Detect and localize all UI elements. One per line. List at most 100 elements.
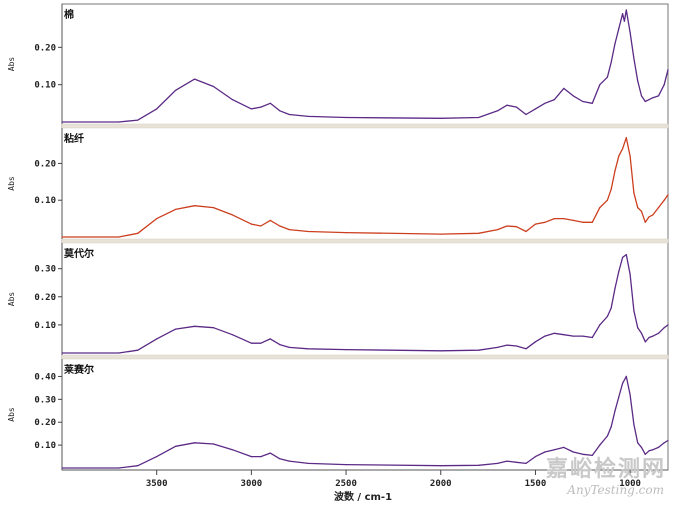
spectrum-point [250, 223, 252, 225]
spectrum-point [440, 465, 442, 467]
spectrum-point [629, 394, 631, 396]
spectrum-point [640, 95, 643, 97]
spectrum-point [640, 332, 643, 334]
spectrum-panel-3: 0.10 0.20 0.30 Abs 莫代尔 [7, 243, 669, 360]
spectrum-point [345, 464, 347, 466]
spectrum-point [175, 208, 177, 210]
spectrum-point [61, 467, 63, 469]
spectrum-point [640, 446, 643, 448]
spectrum-point [623, 20, 626, 22]
spectrum-point [231, 334, 233, 336]
spectrum-point [534, 108, 537, 110]
plot-frame [61, 3, 669, 471]
spectrum-point [288, 229, 290, 231]
y-tick-label: 0.30 [34, 395, 56, 405]
spectrum-point [515, 461, 518, 463]
spectrum-point [534, 341, 537, 343]
spectrum-point [633, 192, 635, 194]
spectrum-point [231, 99, 233, 101]
spectrum-point [269, 338, 271, 340]
y-tick-label: 0.10 [34, 321, 56, 331]
spectrum-point [61, 236, 63, 238]
spectrum-point [250, 456, 252, 458]
spectrum-point [582, 453, 584, 455]
spectrum-point [118, 352, 120, 354]
spectrum-point [657, 446, 660, 448]
spectrum-point [534, 456, 537, 458]
spectrum-point [137, 232, 139, 234]
spectrum-point [572, 451, 574, 453]
spectrum-point [175, 445, 177, 447]
spectrum-point [591, 221, 593, 223]
spectrum-point [644, 341, 646, 343]
spectrum-point [614, 170, 616, 172]
spectrum-point [637, 327, 639, 329]
spectrum-point [644, 100, 646, 103]
spectrum-point [137, 349, 139, 351]
y-tick-label: 0.20 [34, 293, 56, 303]
spectrum-point [525, 230, 527, 233]
spectrum-point [506, 104, 508, 106]
spectrum-point [622, 148, 624, 150]
y-tick-label: 0.40 [34, 372, 56, 382]
spectrum-point [61, 352, 63, 354]
spectrum-point [610, 307, 612, 309]
spectrum-point [657, 332, 660, 334]
spectrum-point [345, 349, 347, 351]
spectrum-point [279, 344, 281, 346]
spectrum-point [497, 346, 499, 348]
spectrum-point [667, 439, 669, 442]
spectrum-point [563, 218, 565, 220]
y-tick-label: 0.20 [34, 159, 56, 169]
spectrum-point [307, 348, 309, 350]
spectrum-line [62, 137, 669, 238]
spectrum-point [652, 449, 654, 451]
spectrum-point [614, 410, 616, 412]
spectrum-point [610, 61, 612, 63]
spectrum-point [553, 449, 556, 451]
spectrum-point [478, 116, 480, 119]
spectrum-point [515, 226, 518, 228]
spectrum-point [525, 113, 527, 116]
spectrum-point [515, 106, 518, 108]
spectrum-point [260, 456, 262, 458]
spectrum-point [622, 256, 624, 258]
spectrum-point [194, 205, 196, 207]
x-axis-label: 波数 / cm-1 [334, 490, 392, 503]
panel-separator [61, 238, 669, 244]
spectrum-point [260, 106, 262, 108]
x-tick-label: 3000 [241, 479, 263, 489]
spectrum-point [633, 423, 635, 426]
spectrum-point [269, 102, 271, 104]
spectrum-point [663, 442, 665, 444]
panel-separator [61, 354, 669, 360]
spectrum-point [61, 121, 63, 123]
y-tick-label: 0.10 [34, 441, 56, 451]
spectrum-point [156, 338, 158, 340]
spectrum-point [606, 435, 609, 437]
spectrum-point [599, 84, 601, 86]
panel-title: 莫代尔 [63, 247, 94, 260]
spectrum-point [625, 375, 627, 377]
spectrum-point [572, 335, 574, 337]
y-tick-label: 0.10 [34, 196, 56, 206]
spectrum-point [506, 460, 508, 462]
spectrum-point [652, 335, 654, 337]
spectrum-point [637, 207, 639, 209]
spectrum-point [637, 80, 639, 82]
spectrum-point [118, 467, 120, 469]
spectrum-point [137, 119, 139, 121]
y-axis-label: Abs [7, 292, 16, 307]
spectrum-point [478, 232, 480, 234]
spectrum-point [250, 342, 252, 344]
panel-title: 粘纤 [64, 132, 84, 145]
spectrum-point [137, 465, 139, 467]
spectrum-point [572, 95, 574, 97]
spectrum-point [345, 116, 347, 119]
spectrum-point [553, 332, 556, 334]
spectrum-point [118, 121, 120, 123]
spectrum-point [629, 273, 631, 275]
spectrum-point [250, 108, 252, 110]
spectrum-point [618, 270, 620, 273]
